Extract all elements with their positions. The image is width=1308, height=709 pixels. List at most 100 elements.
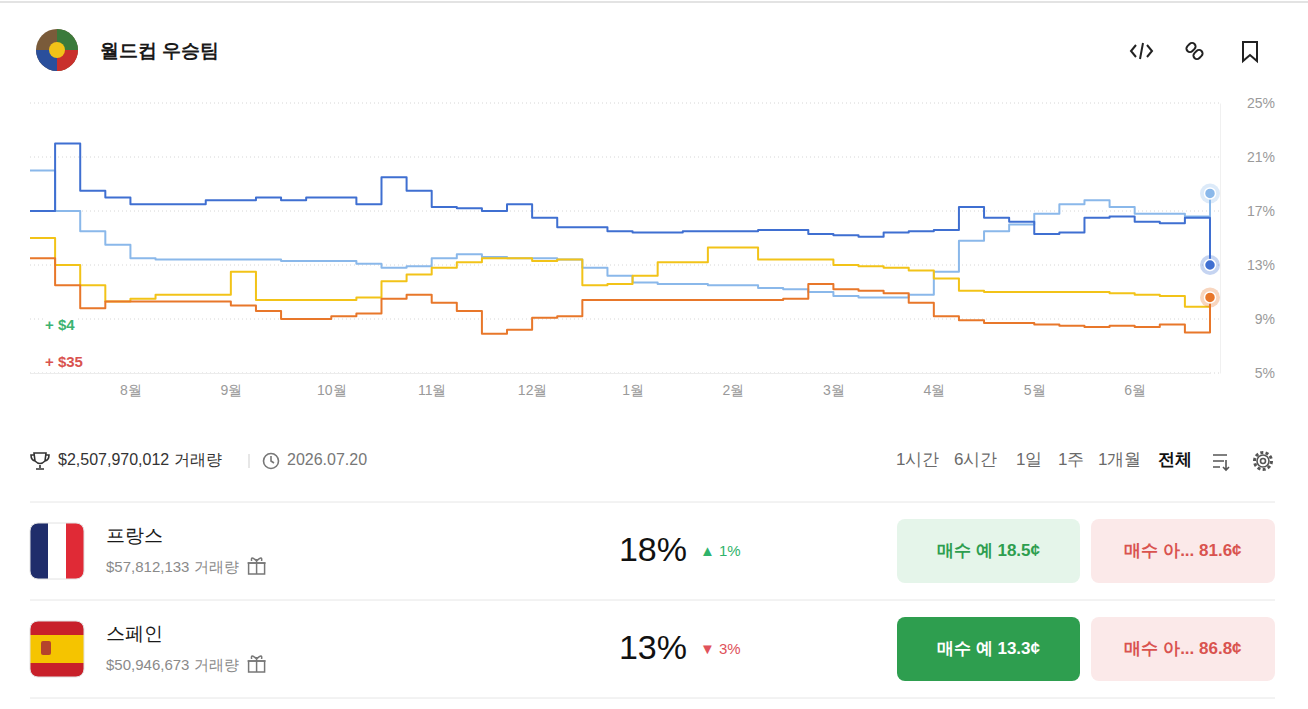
buy-no-label[interactable]: 매수 아... 86.8¢ xyxy=(1124,639,1242,658)
end-dot xyxy=(1205,292,1216,303)
buy-yes-button[interactable] xyxy=(897,617,1080,681)
y-tick: 9% xyxy=(1220,311,1275,327)
annotation-patch xyxy=(43,315,77,334)
range-button[interactable]: 1시간 xyxy=(896,450,939,469)
row-divider xyxy=(30,600,1275,601)
y-tick-label: 5% xyxy=(1255,365,1275,381)
grid-line xyxy=(30,157,1220,158)
outcome-probability: 13% xyxy=(619,628,687,666)
range-button[interactable]: 6시간 xyxy=(954,450,997,469)
buy-no-button[interactable] xyxy=(1091,519,1275,583)
settings-icon[interactable] xyxy=(1255,453,1272,470)
page: 월드컵 우승팀5%9%13%17%21%25%8월9월10월11월12월1월2월… xyxy=(0,0,1308,709)
gift-ribbon[interactable] xyxy=(248,558,266,574)
range-button[interactable]: 1일 xyxy=(1016,450,1042,469)
series-line xyxy=(30,258,1210,334)
grid-line xyxy=(30,103,1220,104)
link-icon[interactable] xyxy=(1192,48,1204,60)
outcome-name: 프랑스 xyxy=(106,525,163,546)
gift-icon[interactable] xyxy=(248,656,266,672)
x-tick-label: 12월 xyxy=(518,382,548,398)
flag-stripe xyxy=(66,523,84,579)
range-button[interactable]: 1개월 xyxy=(1098,450,1141,469)
x-tick-label: 11월 xyxy=(418,382,447,398)
flag-border xyxy=(30,523,84,579)
x-tick-label: 8월 xyxy=(120,382,142,398)
range-button[interactable]: 전체 xyxy=(1158,450,1192,469)
x-tick: 3월 xyxy=(823,373,845,398)
grid-line xyxy=(30,211,1220,212)
x-tick-label: 2월 xyxy=(723,382,745,398)
flag-emblem xyxy=(41,641,51,655)
outcome-change: ▼ 3% xyxy=(700,640,741,657)
annotation-text: + $4 xyxy=(45,316,75,333)
y-tick-label: 9% xyxy=(1255,311,1275,327)
x-tick-label: 5월 xyxy=(1024,382,1046,398)
x-tick: 12월 xyxy=(518,373,548,398)
y-axis-line xyxy=(1220,104,1221,374)
gift-ribbon[interactable] xyxy=(248,656,266,672)
clock-icon xyxy=(264,454,279,469)
x-tick-label: 1월 xyxy=(622,382,644,398)
y-tick: 13% xyxy=(1220,257,1275,273)
total-volume: $2,507,970,012 거래량 xyxy=(58,451,222,468)
outcome-row[interactable]: 스페인$50,946,673 거래량13%▼ 3%매수 예 13.3¢매수 아.… xyxy=(30,617,1275,681)
top-border xyxy=(0,1,1308,3)
gift-icon[interactable] xyxy=(248,558,266,574)
buy-yes-label[interactable]: 매수 예 13.3¢ xyxy=(937,639,1041,658)
range-button[interactable]: 1주 xyxy=(1058,450,1084,469)
title: 월드컵 우승팀 xyxy=(100,40,219,61)
footer: $2,507,970,012 거래량2026.07.201시간6시간1일1주1개… xyxy=(31,450,1272,470)
y-tick-label: 21% xyxy=(1247,149,1275,165)
annotation: + $4 xyxy=(43,315,77,334)
y-tick-label: 17% xyxy=(1247,203,1275,219)
gear-hole[interactable] xyxy=(1261,459,1266,464)
x-tick: 10월 xyxy=(317,373,347,398)
grid-line xyxy=(30,265,1220,266)
sort-lines[interactable] xyxy=(1213,455,1229,470)
annotation: + $35 xyxy=(43,352,85,371)
buy-no-label[interactable]: 매수 아... 81.6¢ xyxy=(1124,541,1242,560)
outcome-probability: 18% xyxy=(619,530,687,568)
x-tick: 5월 xyxy=(1024,373,1046,398)
buy-yes-label[interactable]: 매수 예 18.5¢ xyxy=(937,541,1041,560)
grid-line xyxy=(30,373,1220,374)
y-tick-label: 25% xyxy=(1247,95,1275,111)
x-tick: 4월 xyxy=(923,373,945,398)
x-tick-label: 6월 xyxy=(1124,382,1146,398)
buy-yes-button[interactable] xyxy=(897,519,1080,583)
buy-no-button[interactable] xyxy=(1091,617,1275,681)
plot-area xyxy=(30,144,1220,334)
flag-border xyxy=(30,621,84,677)
gear-teeth[interactable] xyxy=(1255,453,1272,470)
x-axis: 8월9월10월11월12월1월2월3월4월5월6월 xyxy=(31,373,1211,398)
outcome-row[interactable]: 프랑스$57,812,133 거래량18%▲ 1%매수 예 18.5¢매수 아.… xyxy=(30,519,1275,583)
y-tick-label: 13% xyxy=(1247,257,1275,273)
row-divider xyxy=(30,502,1275,503)
outcome-volume: $57,812,133 거래량 xyxy=(106,558,239,575)
bookmark-icon[interactable] xyxy=(1243,42,1257,61)
flag-stripe xyxy=(48,523,66,579)
clock-face xyxy=(264,454,279,469)
outcome-volume: $50,946,673 거래량 xyxy=(106,656,239,673)
trophy-cup xyxy=(31,453,49,469)
x-axis-line xyxy=(31,373,1211,374)
grid xyxy=(30,103,1220,373)
embed-icon[interactable] xyxy=(1131,43,1152,59)
row-divider xyxy=(30,698,1275,699)
x-tick: 6월 xyxy=(1124,373,1146,398)
series-line xyxy=(30,144,1210,266)
series-line xyxy=(30,171,1210,298)
header-actions xyxy=(1131,41,1257,61)
end-dot xyxy=(1205,188,1216,199)
y-axis: 5% 9% 13% 17% 21% 25% xyxy=(1220,95,1275,381)
y-tick: 17% xyxy=(1220,203,1275,219)
x-tick-label: 3월 xyxy=(823,382,845,398)
y-tick: 21% xyxy=(1220,149,1275,165)
flag-stripe xyxy=(30,523,48,579)
gear-ring[interactable] xyxy=(1257,455,1269,467)
flag xyxy=(30,523,84,579)
annotation-patch xyxy=(43,352,85,371)
annotation-text: + $35 xyxy=(45,353,83,370)
sort-icon[interactable] xyxy=(1213,455,1229,470)
